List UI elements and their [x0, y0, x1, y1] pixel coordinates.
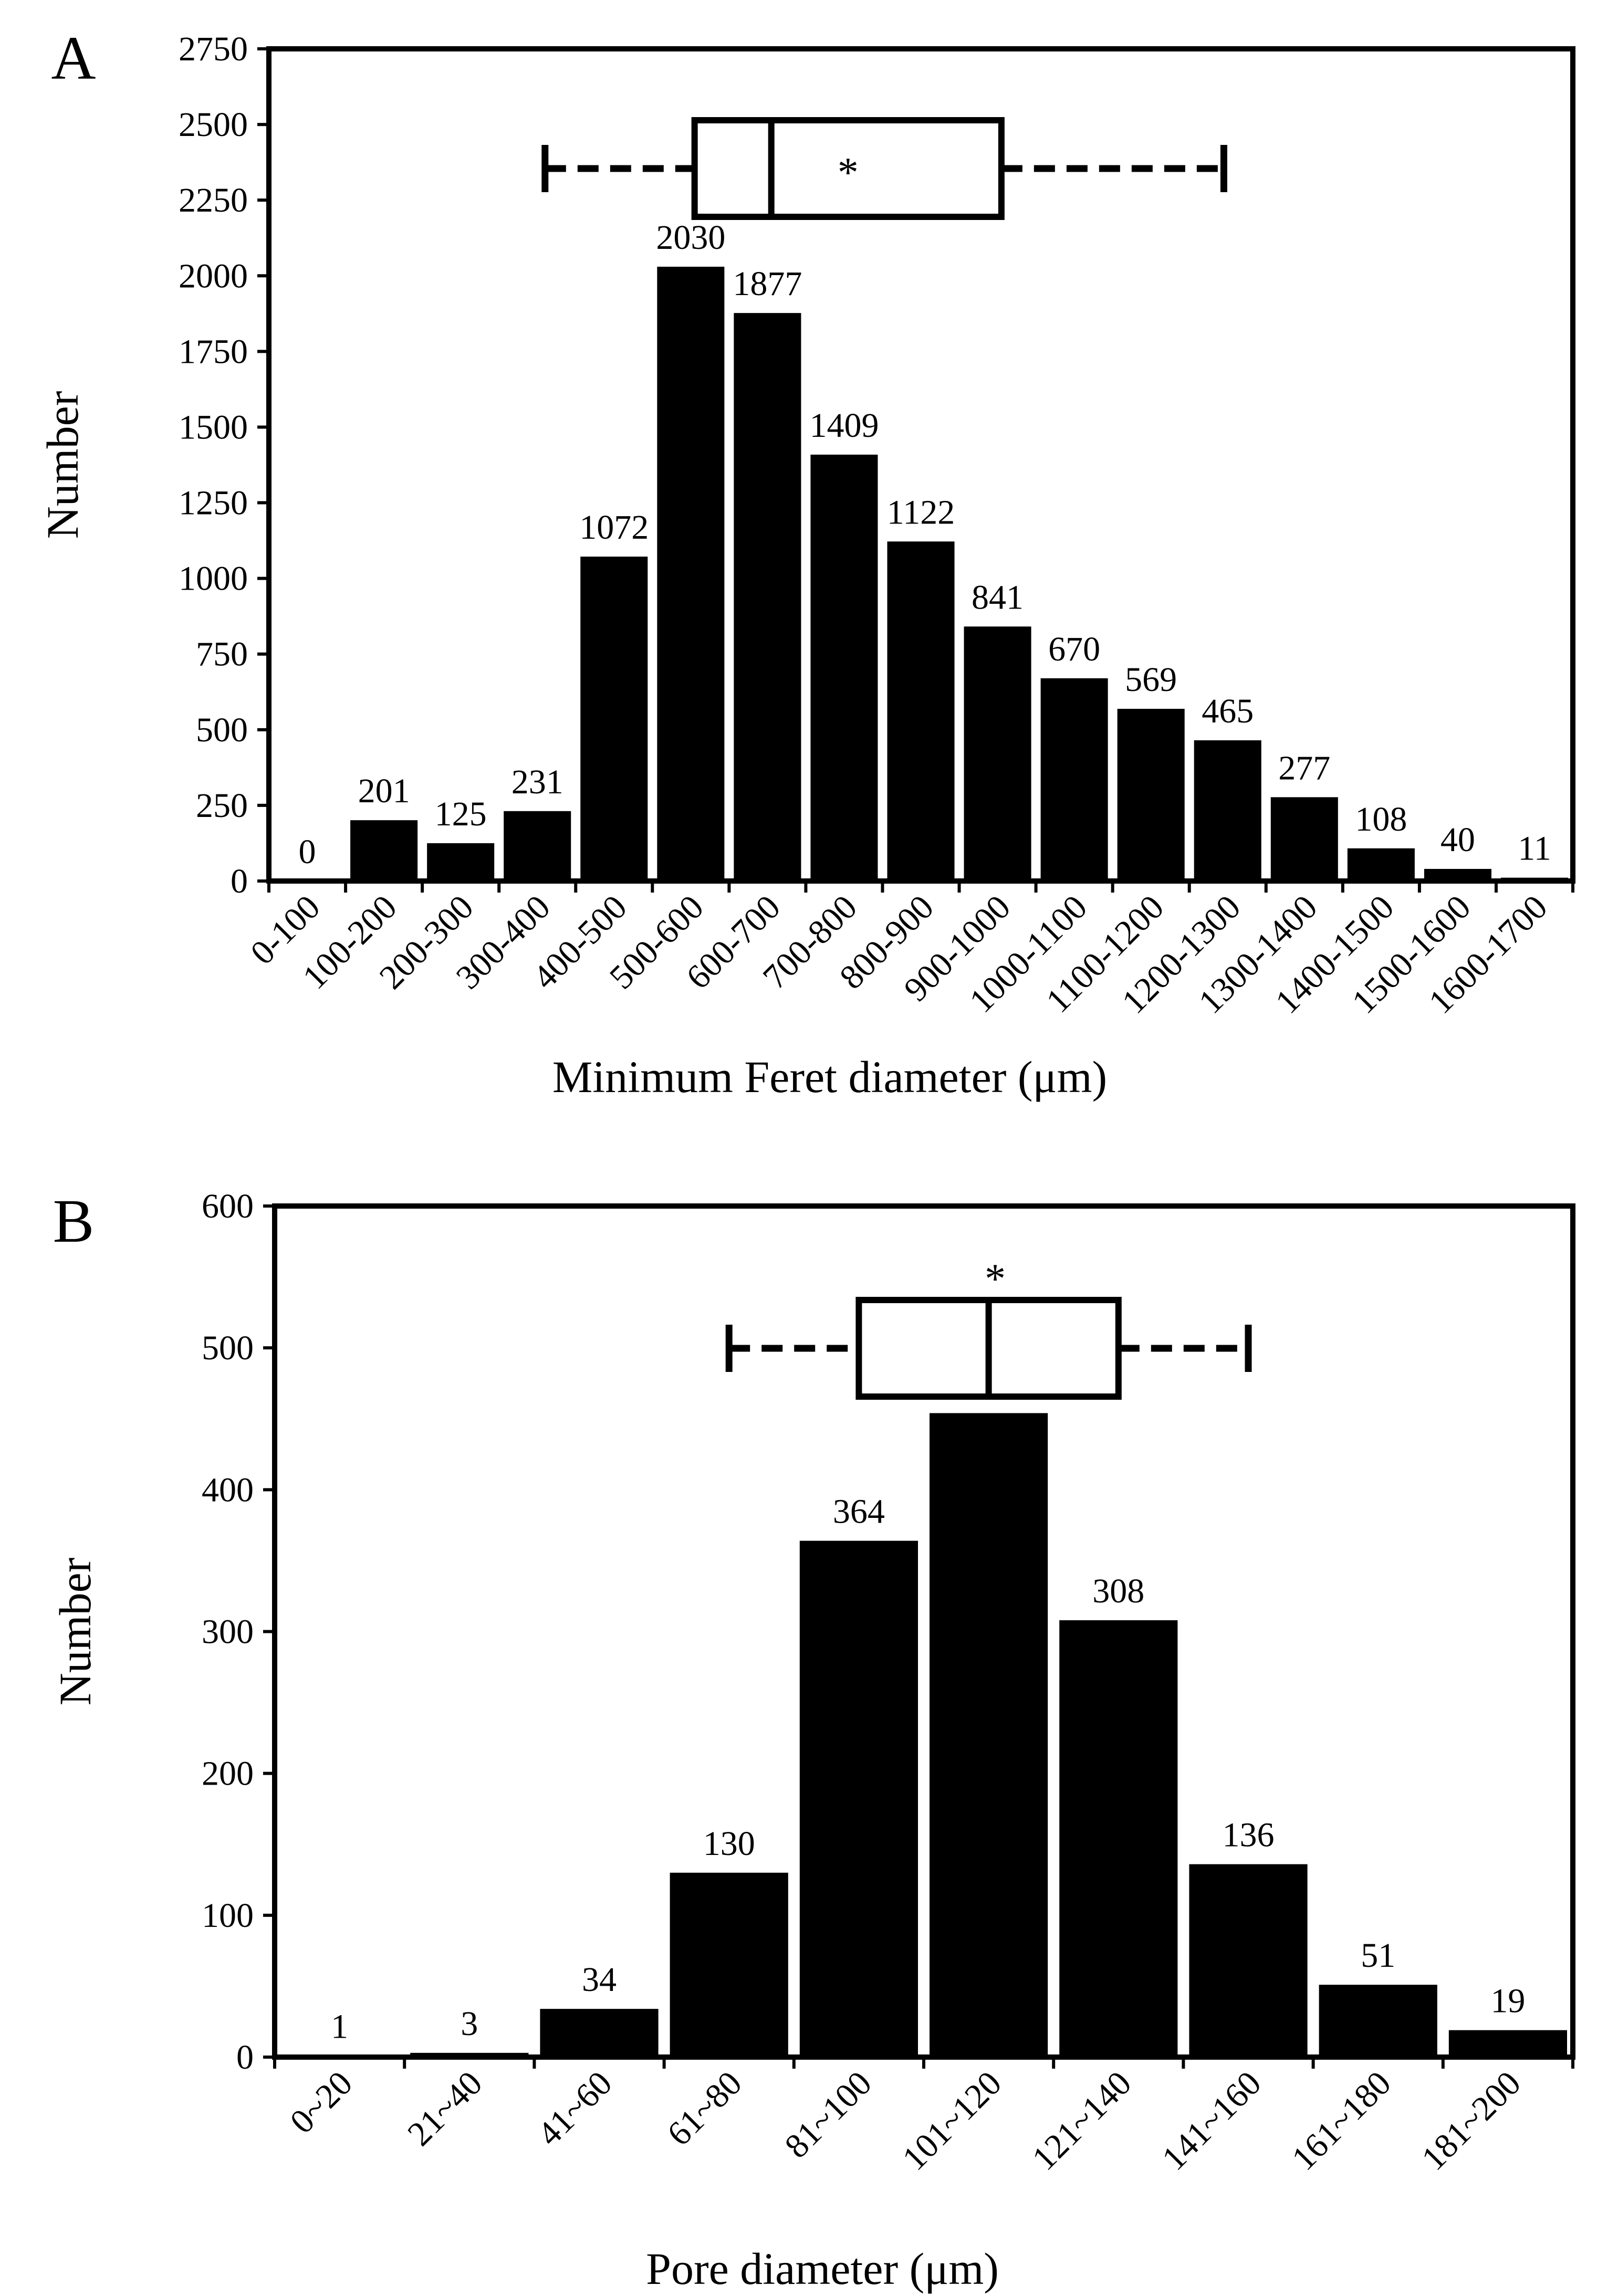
data-label: 201	[358, 772, 410, 810]
boxplot-mean-marker: *	[838, 150, 859, 196]
y-tick-label: 100	[202, 1896, 254, 1935]
bar	[964, 626, 1031, 881]
bar	[657, 266, 725, 881]
y-tick-label: 250	[196, 787, 248, 825]
data-label: 125	[435, 795, 487, 833]
bar	[1347, 848, 1415, 881]
y-tick-label: 1000	[179, 560, 248, 598]
y-tick-label: 0	[231, 862, 248, 900]
bar	[670, 1872, 788, 2057]
bar	[1424, 868, 1491, 881]
bar	[887, 541, 955, 881]
bar	[1448, 2030, 1567, 2057]
bar	[1189, 1864, 1308, 2057]
bar	[1117, 709, 1185, 881]
data-label: 465	[1202, 692, 1254, 730]
boxplot-box	[691, 117, 1005, 220]
data-label: 1409	[809, 406, 879, 445]
bar	[504, 811, 571, 881]
data-label: 19	[1490, 1982, 1525, 2020]
bar	[734, 313, 801, 881]
bar	[350, 820, 418, 881]
bar	[540, 2009, 659, 2057]
bar	[1194, 740, 1261, 881]
data-label: 364	[833, 1493, 885, 1531]
data-label: 277	[1278, 749, 1330, 787]
y-tick-label: 1250	[179, 484, 248, 522]
data-label: 34	[582, 1960, 617, 1999]
data-label: 136	[1223, 1816, 1275, 1854]
y-tick-label: 750	[196, 635, 248, 674]
bar	[1059, 1620, 1178, 2057]
y-tick-label: 2750	[179, 30, 248, 68]
y-tick-label: 1750	[179, 332, 248, 371]
data-label: 11	[1518, 830, 1551, 868]
boxplot-mean-marker: *	[985, 1256, 1006, 1302]
data-label: 231	[512, 763, 563, 801]
data-label: 130	[703, 1825, 755, 1863]
data-label: 1122	[887, 493, 955, 531]
data-label: 0	[299, 833, 316, 871]
y-tick-label: 2250	[179, 181, 248, 219]
panel-label: B	[53, 1187, 95, 1255]
y-tick-label: 200	[202, 1755, 254, 1793]
y-tick-label: 2500	[179, 106, 248, 144]
data-label: 1877	[733, 265, 802, 303]
bar	[427, 843, 495, 881]
bar	[580, 557, 648, 881]
bar	[799, 1540, 918, 2057]
data-label: 2030	[656, 218, 725, 257]
data-label: 670	[1048, 630, 1100, 668]
data-label: 3	[461, 2005, 478, 2043]
y-tick-label: 500	[196, 711, 248, 749]
bar	[1270, 797, 1338, 881]
y-axis-title: Number	[37, 391, 88, 539]
data-label: 569	[1125, 661, 1177, 699]
y-tick-label: 400	[202, 1471, 254, 1509]
data-label: 841	[972, 578, 1024, 616]
bar	[930, 1413, 1048, 2057]
y-tick-label: 2000	[179, 257, 248, 295]
plot-frame	[266, 46, 1575, 884]
bar	[1319, 1985, 1437, 2057]
y-tick-label: 600	[202, 1187, 254, 1225]
x-axis-title: Minimum Feret diameter (μm)	[552, 1052, 1107, 1102]
data-label: 51	[1361, 1936, 1395, 1975]
y-tick-label: 0	[236, 2038, 254, 2077]
bar	[810, 454, 878, 881]
data-label: 1072	[579, 508, 649, 547]
y-tick-label: 1500	[179, 408, 248, 446]
data-label: 308	[1092, 1572, 1144, 1610]
y-tick-label: 300	[202, 1613, 254, 1651]
y-tick-label: 500	[202, 1329, 254, 1367]
x-axis-title: Pore diameter (μm)	[646, 2243, 999, 2294]
bar	[1040, 678, 1108, 881]
data-label: 40	[1441, 821, 1475, 859]
data-label: 108	[1355, 800, 1407, 838]
panel-label: A	[51, 24, 96, 92]
y-axis-title: Number	[50, 1558, 100, 1706]
data-label: 1	[331, 2007, 348, 2046]
